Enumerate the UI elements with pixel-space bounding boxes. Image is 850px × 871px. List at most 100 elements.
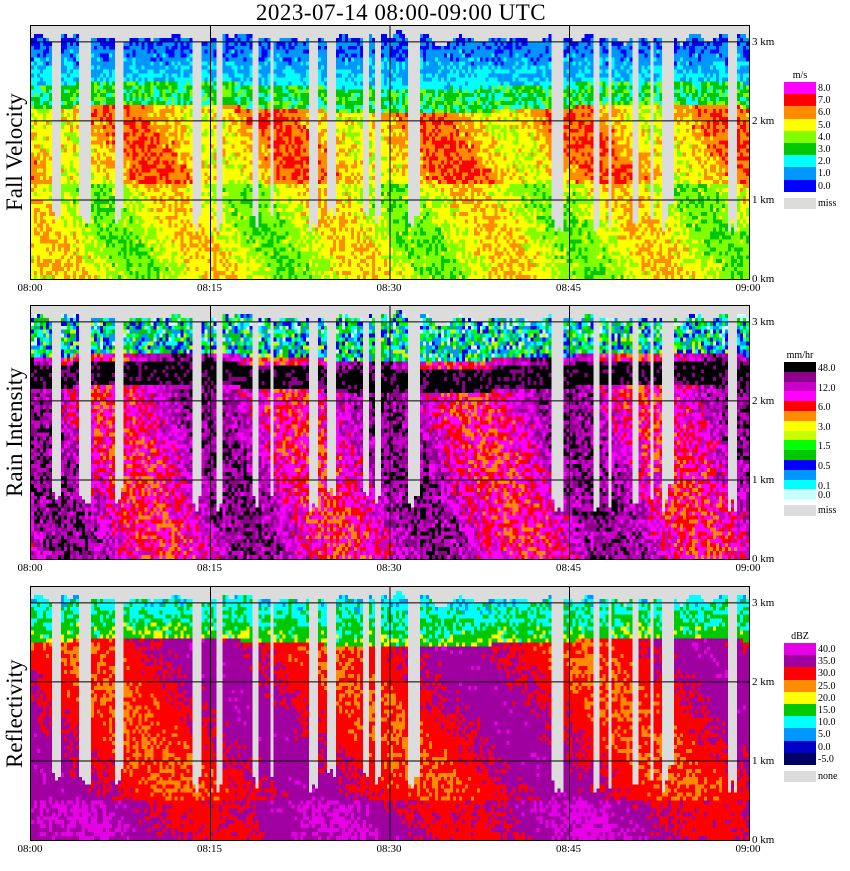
heatmap-cell: [483, 133, 486, 137]
heatmap-cell: [55, 220, 58, 232]
heatmap-cell: [411, 228, 414, 240]
heatmap-cell: [190, 228, 193, 232]
heatmap-cell: [139, 239, 142, 247]
heatmap-cell: [49, 42, 52, 46]
heatmap-cell: [112, 89, 115, 93]
heatmap-cell: [480, 93, 483, 97]
heatmap-cell: [402, 149, 405, 153]
heatmap-cell: [525, 275, 528, 279]
heatmap-cell: [444, 50, 447, 54]
heatmap-cell: [222, 129, 225, 137]
heatmap-cell: [450, 208, 453, 216]
heatmap-cell: [228, 259, 231, 263]
heatmap-cell: [181, 172, 184, 188]
heatmap-cell: [67, 85, 70, 89]
heatmap-cell: [378, 271, 381, 279]
heatmap-cell: [540, 224, 543, 232]
heatmap-cell: [228, 105, 231, 109]
heatmap-cell: [504, 26, 507, 38]
heatmap-cell: [228, 97, 231, 105]
heatmap-cell: [160, 156, 163, 168]
heatmap-cell: [306, 271, 309, 279]
heatmap-cell: [234, 243, 237, 247]
heatmap-cell: [187, 247, 190, 251]
heatmap-cell: [351, 97, 354, 101]
heatmap-cell: [489, 93, 492, 101]
heatmap-cell: [67, 26, 70, 38]
heatmap-cell: [507, 232, 510, 236]
heatmap-cell: [249, 275, 252, 279]
heatmap-cell: [303, 121, 306, 125]
heatmap-cell: [333, 228, 336, 236]
heatmap-cell: [516, 263, 519, 275]
heatmap-cell: [172, 275, 175, 279]
heatmap-cell: [43, 85, 46, 93]
heatmap-cell: [468, 160, 471, 180]
heatmap-cell: [336, 105, 339, 109]
heatmap-cell: [252, 216, 255, 236]
heatmap-cell: [34, 125, 37, 133]
heatmap-cell: [354, 184, 357, 192]
heatmap-cell: [282, 216, 285, 220]
heatmap-cell: [498, 133, 501, 141]
heatmap-cell: [432, 208, 435, 212]
heatmap-cell: [459, 133, 462, 137]
heatmap-cell: [426, 192, 429, 200]
heatmap-cell: [282, 58, 285, 62]
heatmap-cell: [522, 153, 525, 157]
heatmap-cell: [273, 149, 276, 153]
heatmap-cell: [471, 113, 474, 117]
heatmap-cell: [196, 251, 199, 259]
heatmap-cell: [136, 224, 139, 236]
heatmap-cell: [519, 160, 522, 164]
heatmap-cell: [52, 220, 55, 224]
heatmap-cell: [67, 121, 70, 125]
heatmap-cell: [231, 180, 234, 204]
heatmap-cell: [297, 263, 300, 267]
heatmap-cell: [426, 267, 429, 271]
heatmap-cell: [202, 137, 205, 145]
heatmap-cell: [258, 93, 261, 97]
heatmap-cell: [516, 164, 519, 168]
heatmap-cell: [447, 200, 450, 204]
heatmap-cell: [375, 251, 378, 275]
heatmap-cell: [339, 89, 342, 105]
heatmap-cell: [202, 62, 205, 66]
heatmap-cell: [450, 164, 453, 168]
heatmap-cell: [357, 153, 360, 173]
heatmap-cell: [339, 46, 342, 54]
heatmap-cell: [148, 184, 151, 192]
heatmap-cell: [546, 247, 549, 251]
heatmap-cell: [288, 188, 291, 196]
heatmap-cell: [130, 105, 133, 121]
heatmap-cell: [127, 153, 130, 157]
heatmap-cell: [348, 212, 351, 216]
heatmap-cell: [97, 172, 100, 184]
heatmap-cell: [429, 93, 432, 97]
heatmap-cell: [157, 220, 160, 240]
heatmap-cell: [474, 228, 477, 236]
heatmap-cell: [345, 42, 348, 54]
heatmap-cell: [483, 228, 486, 244]
heatmap-cell: [354, 176, 357, 180]
heatmap-cell: [492, 89, 495, 93]
heatmap-cell: [351, 247, 354, 251]
heatmap-cell: [456, 243, 459, 251]
heatmap-cell: [187, 251, 190, 259]
heatmap-cell: [420, 113, 423, 117]
heatmap-cell: [169, 125, 172, 129]
heatmap-cell: [205, 188, 208, 200]
heatmap-cell: [34, 192, 37, 196]
heatmap-cell: [264, 208, 267, 224]
heatmap-cell: [139, 77, 142, 81]
heatmap-cell: [357, 133, 360, 137]
heatmap-cell: [456, 26, 459, 38]
heatmap-cell: [336, 212, 339, 236]
heatmap-cell: [537, 220, 540, 228]
heatmap-cell: [43, 259, 46, 267]
heatmap-cell: [423, 109, 426, 113]
heatmap-cell: [471, 54, 474, 58]
heatmap-cell: [231, 81, 234, 105]
heatmap-cell: [426, 113, 429, 137]
heatmap-cell: [321, 97, 324, 101]
